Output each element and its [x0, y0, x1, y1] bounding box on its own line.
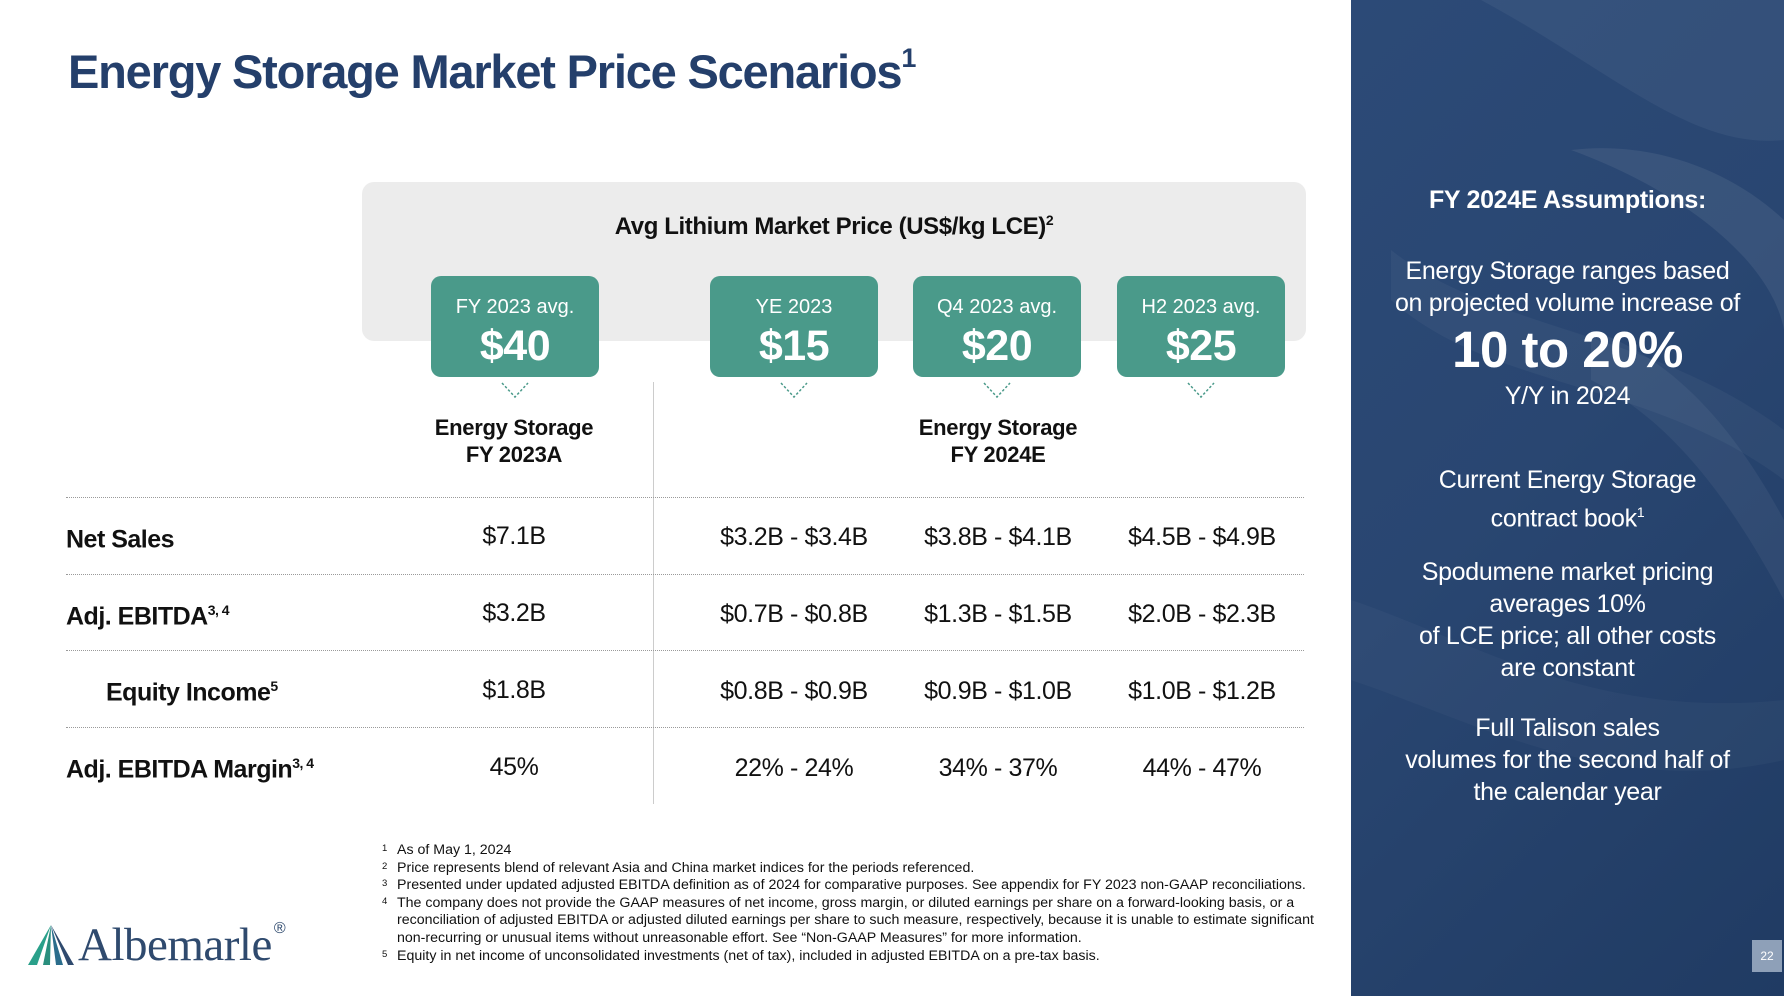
table-cell: $0.7B - $0.8B	[720, 600, 868, 628]
column-header-line: FY 2023A	[465, 442, 563, 467]
table-cell: $7.1B	[482, 522, 546, 550]
price-box-label: FY 2023 avg.	[455, 296, 575, 318]
column-divider	[653, 382, 654, 804]
price-box-fy2023-avg: FY 2023 avg. $40	[431, 276, 599, 377]
price-box-label: YE 2023	[755, 296, 833, 318]
row-divider	[66, 727, 1304, 728]
footnotes: 1 As of May 1, 2024 2 Price represents ble…	[382, 842, 1322, 965]
sidebar-line: the calendar year	[1473, 778, 1662, 806]
footnote-number: 4	[382, 895, 388, 907]
row-label-footnote-ref: 3, 4	[207, 602, 230, 618]
footnote: 3 Presented under updated adjusted EBITDA…	[382, 877, 1322, 895]
footnote-text: Price represents blend of relevant Asia …	[397, 859, 975, 876]
price-band-title-footnote-ref: 2	[1045, 212, 1054, 228]
logo-wordmark: Albemarle	[78, 919, 272, 971]
price-box-label: H2 2023 avg.	[1141, 296, 1261, 318]
sidebar-line: Spodumene market pricing	[1421, 558, 1714, 586]
table-cell: 45%	[489, 753, 539, 781]
sidebar-line: Y/Y in 2024	[1504, 382, 1631, 410]
table-cell: $2.0B - $2.3B	[1128, 600, 1276, 628]
price-band-title: Avg Lithium Market Price (US$/kg LCE)2	[362, 212, 1306, 241]
footnote-text: Presented under updated adjusted EBITDA …	[397, 877, 1306, 894]
row-label-text: Adj. EBITDA	[66, 602, 208, 631]
row-divider	[66, 574, 1304, 575]
sidebar-heading: FY 2024E Assumptions:	[1428, 186, 1707, 214]
sidebar-line: Full Talison sales	[1475, 714, 1660, 742]
sidebar-line: Current Energy Storage	[1438, 466, 1697, 494]
footnote-number: 5	[382, 948, 388, 960]
table-cell: $0.9B - $1.0B	[924, 677, 1072, 705]
chevron-down-icon	[1187, 382, 1215, 399]
price-box-q4-2023-avg: Q4 2023 avg. $20	[913, 276, 1081, 377]
row-label-footnote-ref: 3, 4	[292, 755, 314, 771]
chevron-down-icon	[501, 382, 529, 399]
slide-title-footnote-ref: 1	[901, 43, 916, 74]
column-header-fy2024e: Energy Storage FY 2024E	[888, 414, 1108, 468]
sidebar-line-contract-book: contract book1	[1351, 496, 1784, 534]
sidebar-footnote-ref: 1	[1636, 504, 1645, 520]
sidebar-line: on projected volume increase of	[1394, 289, 1741, 317]
row-label-net-sales: Net Sales	[66, 525, 175, 554]
footnote: 1 As of May 1, 2024	[382, 842, 1322, 860]
footnote: 5 Equity in net income of unconsolidated …	[382, 948, 1322, 966]
sidebar-line: Energy Storage ranges based	[1405, 257, 1730, 285]
price-box-value: $40	[479, 322, 551, 370]
slide-title: Energy Storage Market Price Scenarios1	[68, 43, 916, 99]
row-label-text: Equity Income	[106, 678, 271, 707]
column-header-line: FY 2024E	[950, 442, 1046, 467]
table-cell: $3.2B	[482, 599, 546, 627]
table-cell: $3.8B - $4.1B	[924, 523, 1072, 551]
sidebar-line: contract book	[1490, 504, 1637, 533]
table-cell: $1.0B - $1.2B	[1128, 677, 1276, 705]
row-label-footnote-ref: 5	[270, 678, 278, 694]
footnote-number: 3	[382, 878, 388, 890]
table-cell: $4.5B - $4.9B	[1128, 523, 1276, 551]
sidebar-volume-range: 10 to 20%	[1452, 321, 1683, 378]
row-label-adj-ebitda-margin: Adj. EBITDA Margin3, 4	[66, 755, 314, 784]
albemarle-mark-icon	[28, 925, 74, 965]
column-header-line: Energy Storage	[434, 415, 594, 440]
footnote-number: 1	[382, 843, 388, 854]
table-cell: $0.8B - $0.9B	[720, 677, 868, 705]
price-band-title-text: Avg Lithium Market Price (US$/kg LCE)	[614, 213, 1046, 240]
registered-mark: ®	[273, 920, 286, 937]
price-box-value: $25	[1165, 322, 1237, 370]
price-box-ye2023: YE 2023 $15	[710, 276, 878, 377]
column-header-line: Energy Storage	[918, 415, 1078, 440]
slide-title-text: Energy Storage Market Price Scenarios	[68, 45, 903, 98]
price-box-label: Q4 2023 avg.	[936, 296, 1058, 318]
row-divider	[66, 650, 1304, 651]
footnote-text: As of May 1, 2024	[397, 842, 512, 858]
price-box-value: $20	[961, 322, 1033, 370]
footnote-number: 2	[382, 860, 388, 872]
price-box-value: $15	[758, 322, 830, 370]
table-cell: $3.2B - $3.4B	[720, 523, 868, 551]
row-label-equity-income: Equity Income5	[106, 678, 278, 707]
table-cell: 34% - 37%	[938, 754, 1058, 782]
row-label-text: Net Sales	[66, 525, 175, 554]
footnote: 4 The company does not provide the GAAP m…	[382, 895, 1322, 948]
assumptions-sidebar: FY 2024E Assumptions: Energy Storage ran…	[1351, 0, 1784, 996]
row-label-adj-ebitda: Adj. EBITDA3, 4	[66, 602, 230, 631]
footnote-text: The company does not provide the GAAP me…	[397, 894, 1314, 946]
page-number: 22	[1752, 940, 1782, 972]
sidebar-line: of LCE price; all other costs	[1419, 622, 1716, 650]
column-header-fy2023a: Energy Storage FY 2023A	[404, 414, 624, 468]
table-cell: 22% - 24%	[734, 754, 854, 782]
footnote-text: Equity in net income of unconsolidated i…	[397, 947, 1100, 964]
sidebar-background-pattern	[1391, 0, 1784, 600]
sidebar-line: averages 10%	[1489, 590, 1646, 618]
sidebar-line: volumes for the second half of	[1405, 746, 1730, 774]
table-cell: $1.8B	[482, 676, 546, 704]
price-box-h2-2023-avg: H2 2023 avg. $25	[1117, 276, 1285, 377]
row-label-text: Adj. EBITDA Margin	[66, 755, 293, 784]
table-cell: $1.3B - $1.5B	[924, 600, 1072, 628]
chevron-down-icon	[780, 382, 808, 399]
company-logo: Albemarle ®	[28, 918, 286, 972]
chevron-down-icon	[983, 382, 1011, 399]
row-divider	[66, 497, 1304, 498]
table-cell: 44% - 47%	[1142, 754, 1262, 782]
sidebar-line: are constant	[1500, 654, 1635, 682]
footnote: 2 Price represents blend of relevant Asia…	[382, 860, 1322, 878]
